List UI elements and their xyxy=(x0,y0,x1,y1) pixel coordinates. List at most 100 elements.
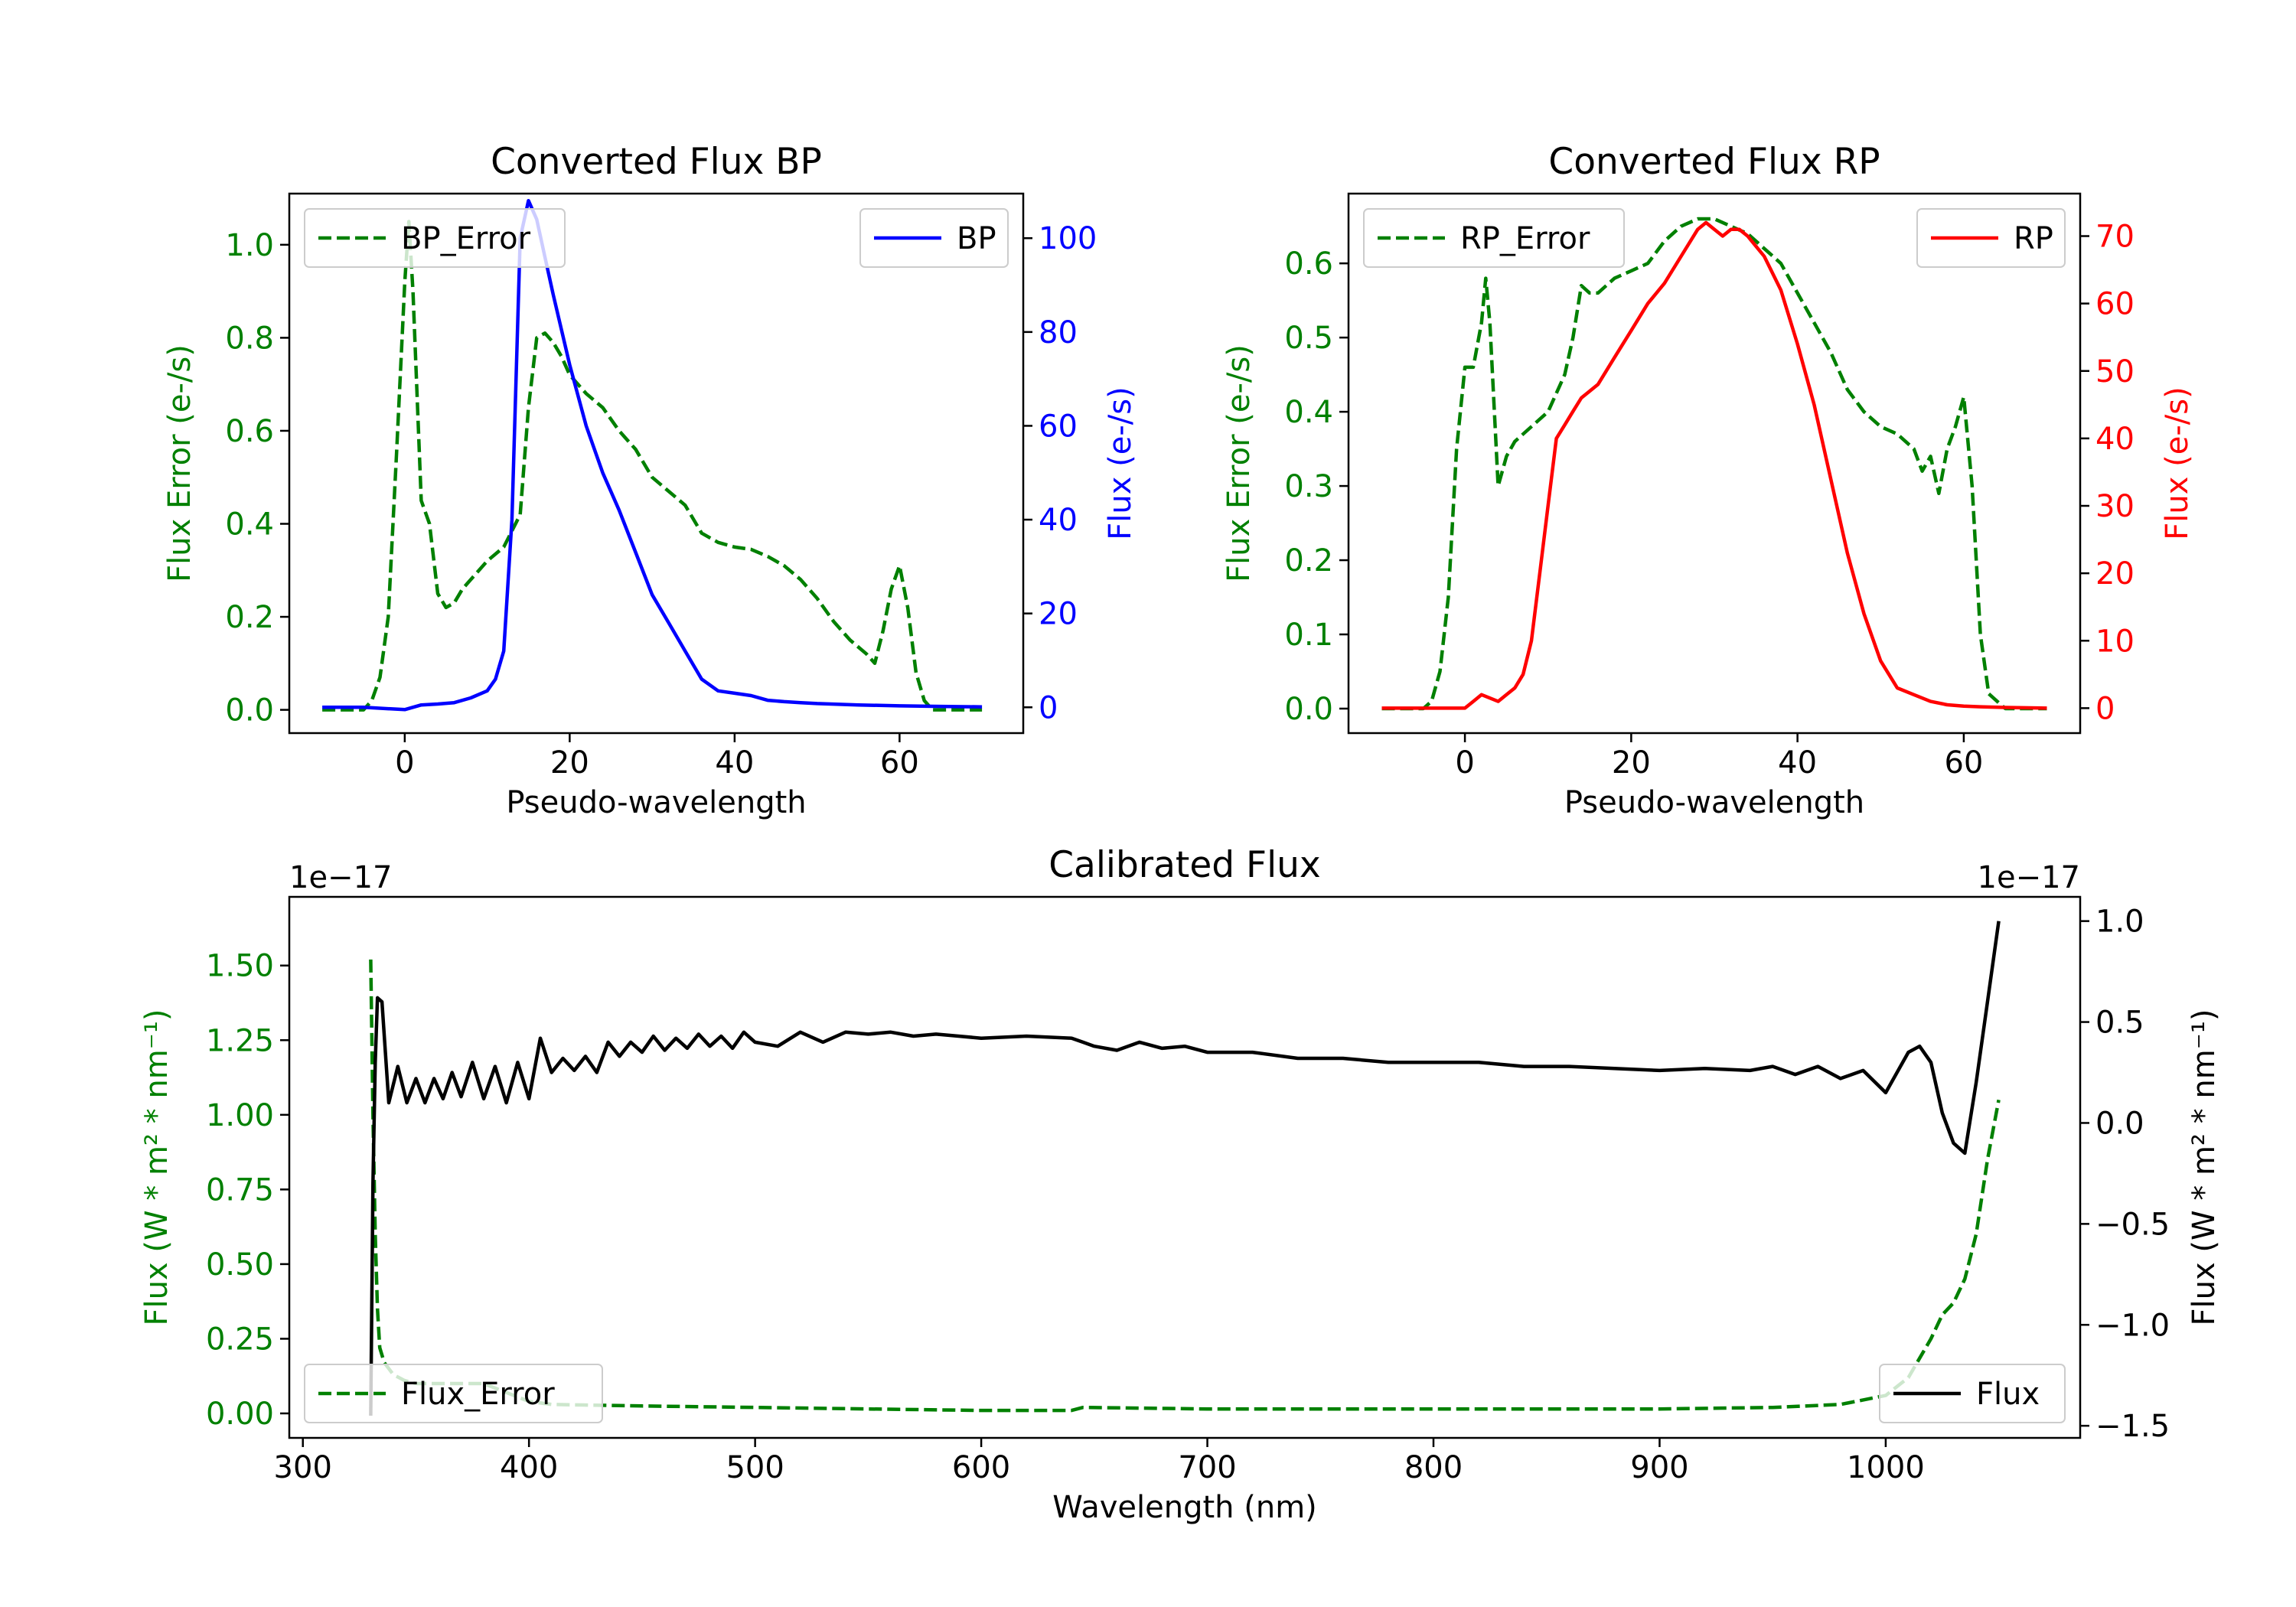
y-left-tick-label: 0.0 xyxy=(225,693,274,729)
y-right-offset-label: 1e−17 xyxy=(1978,860,2080,895)
y-left-tick-label: 0.0 xyxy=(1284,692,1333,727)
x-tick-label: 60 xyxy=(880,745,919,781)
legend-frame xyxy=(1363,208,1625,268)
calibrated-axes-frame xyxy=(288,895,2082,1439)
y-left-tick-label: 0.8 xyxy=(225,321,274,356)
legend-rp-error: RP_Error xyxy=(1363,208,1625,268)
y-left-tick-label: 0.2 xyxy=(225,600,274,635)
y-right-tick-label: 0.5 xyxy=(2095,1006,2144,1041)
series-line-rp-error xyxy=(1381,217,2047,711)
y-right-tick-label: 20 xyxy=(2095,556,2135,592)
calibrated-y-left-axis-label: Flux (W * m² * nm⁻¹) xyxy=(139,1009,174,1326)
legend-label: BP_Error xyxy=(401,221,531,256)
y-right-tick-label: 0 xyxy=(2095,691,2115,726)
rp-chart-title: Converted Flux RP xyxy=(1548,141,1880,183)
x-tick-label: 500 xyxy=(726,1450,784,1485)
x-tick-label: 60 xyxy=(1944,745,1983,781)
calibrated-x-axis-label: Wavelength (nm) xyxy=(1052,1490,1317,1525)
calibrated-chart-title: Calibrated Flux xyxy=(1049,844,1321,886)
series-line-bp xyxy=(322,198,983,712)
x-tick-label: 700 xyxy=(1178,1450,1236,1485)
x-tick-label: 400 xyxy=(500,1450,558,1485)
y-left-tick-label: 1.00 xyxy=(206,1098,274,1133)
x-tick-label: 20 xyxy=(1612,745,1651,781)
legend-frame xyxy=(304,1364,603,1423)
x-tick-label: 40 xyxy=(1778,745,1817,781)
y-right-tick-label: 10 xyxy=(2095,624,2135,659)
legend-label: BP xyxy=(957,221,996,256)
y-left-tick-label: 0.1 xyxy=(1284,618,1333,653)
y-left-tick-label: 0.6 xyxy=(225,414,274,449)
y-right-tick-label: 40 xyxy=(2095,422,2135,457)
y-right-tick-label: 80 xyxy=(1039,315,1078,350)
y-right-tick-label: 60 xyxy=(1039,409,1078,444)
y-left-tick-label: 0.75 xyxy=(206,1172,274,1208)
x-tick-label: 40 xyxy=(715,745,754,781)
y-left-offset-label: 1e−17 xyxy=(289,860,392,895)
legend-frame xyxy=(1879,1364,2066,1423)
x-tick-label: 0 xyxy=(395,745,414,781)
y-left-tick-label: 0.6 xyxy=(1284,246,1333,282)
rp-panel: 0 20 40 60 0.0 0.1 0.2 0.3 0.4 0.5 0.6 0 10 20 30 40 50 6… xyxy=(1221,141,2195,820)
y-right-tick-label: 40 xyxy=(1039,503,1078,538)
y-right-tick-label: 30 xyxy=(2095,489,2135,524)
y-right-tick-label: 0 xyxy=(1039,690,1058,725)
y-left-tick-label: 0.50 xyxy=(206,1247,274,1283)
bp-y-right-axis-label: Flux (e-/s) xyxy=(1103,386,1138,539)
y-right-tick-label: 100 xyxy=(1039,221,1097,256)
rp-y-left-axis-label: Flux Error (e-/s) xyxy=(1221,344,1257,582)
calibrated-panel: 300 400 500 600 700 800 900 1000 0.00 0.25 0.50 0.7… xyxy=(139,844,2222,1525)
x-tick-label: 600 xyxy=(952,1450,1010,1485)
y-right-tick-label: 0.0 xyxy=(2095,1106,2144,1141)
y-left-tick-label: 0.4 xyxy=(225,507,274,543)
y-left-tick-label: 0.4 xyxy=(1284,395,1333,430)
y-right-tick-label: 1.0 xyxy=(2095,905,2144,940)
calibrated-y-right-axis-label: Flux (W * m² * nm⁻¹) xyxy=(2187,1009,2222,1326)
y-right-tick-label: 20 xyxy=(1039,597,1078,632)
rp-axes-frame xyxy=(1347,192,2082,735)
legend-label: RP_Error xyxy=(1460,221,1590,256)
y-left-tick-label: 0.5 xyxy=(1284,321,1333,356)
y-right-tick-label: −0.5 xyxy=(2095,1207,2170,1242)
legend-label: Flux xyxy=(1976,1377,2040,1412)
y-right-tick-label: −1.5 xyxy=(2095,1409,2170,1444)
bp-plot-area xyxy=(322,198,983,712)
y-right-tick-label: 50 xyxy=(2095,354,2135,390)
y-right-tick-label: −1.0 xyxy=(2095,1308,2170,1343)
y-left-tick-label: 1.0 xyxy=(225,228,274,263)
y-left-tick-label: 0.25 xyxy=(206,1322,274,1357)
x-tick-label: 1000 xyxy=(1847,1450,1925,1485)
legend-bp-error: BP_Error xyxy=(304,208,566,268)
y-right-tick-label: 60 xyxy=(2095,287,2135,322)
bp-chart-title: Converted Flux BP xyxy=(491,141,822,183)
bp-x-axis-label: Pseudo-wavelength xyxy=(506,785,806,820)
legend-bp: BP xyxy=(859,208,1009,268)
rp-plot-area xyxy=(1381,217,2047,711)
x-tick-label: 20 xyxy=(550,745,589,781)
bp-y-left-axis-label: Flux Error (e-/s) xyxy=(162,344,197,582)
legend-label: Flux_Error xyxy=(401,1377,555,1412)
bp-axes-frame xyxy=(288,192,1025,735)
x-tick-label: 300 xyxy=(274,1450,332,1485)
series-line-flux xyxy=(369,921,2001,1416)
x-tick-label: 800 xyxy=(1404,1450,1463,1485)
rp-y-right-axis-label: Flux (e-/s) xyxy=(2160,386,2195,539)
bp-panel: 0 20 40 60 0.0 0.2 0.4 0.6 0.8 1.0 0 20 40 60 80 100 Con… xyxy=(162,141,1138,820)
legend-flux: Flux xyxy=(1879,1364,2066,1423)
legend-frame xyxy=(304,208,566,268)
series-line-bp-error xyxy=(322,220,983,712)
legend-flux-error: Flux_Error xyxy=(304,1364,603,1423)
y-left-tick-label: 0.3 xyxy=(1284,469,1333,504)
x-tick-label: 0 xyxy=(1455,745,1474,781)
y-left-tick-label: 1.50 xyxy=(206,949,274,984)
legend-label: RP xyxy=(2014,221,2053,256)
rp-x-axis-label: Pseudo-wavelength xyxy=(1564,785,1864,820)
x-tick-label: 900 xyxy=(1630,1450,1688,1485)
legend-rp: RP xyxy=(1916,208,2066,268)
y-right-tick-label: 70 xyxy=(2095,220,2135,255)
y-left-tick-label: 0.2 xyxy=(1284,543,1333,579)
y-left-tick-label: 1.25 xyxy=(206,1023,274,1058)
series-line-rp xyxy=(1381,220,2047,710)
y-left-tick-label: 0.00 xyxy=(206,1397,274,1432)
